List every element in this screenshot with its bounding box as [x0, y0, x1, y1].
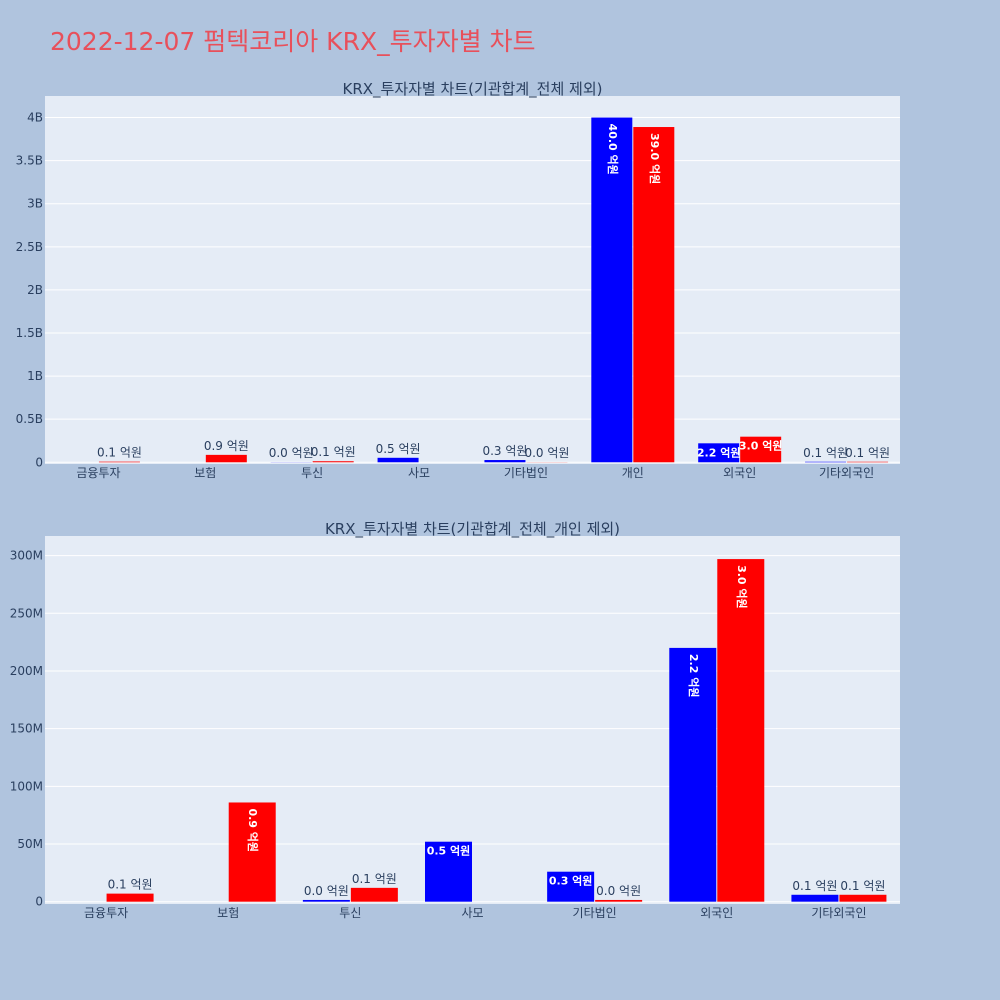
bar-data-label: 0.1 억원 [792, 879, 837, 893]
chart-title: KRX_투자자별 차트(기관합계_전체 제외) [343, 80, 603, 99]
chart-top: KRX_투자자별 차트(기관합계_전체 제외) 0 0.5B 1B 1.5B 2B 2.5B… [16, 80, 900, 480]
bar-data-label: 0.9 억원 [204, 439, 249, 453]
bar-data-label: 0.9 억원 [246, 808, 260, 852]
buy-bar [377, 457, 419, 463]
y-tick-label: 3B [27, 197, 43, 211]
x-tick-label: 금융투자 [76, 466, 120, 480]
bar-data-label: 0.0 억원 [269, 446, 314, 460]
sell-bar [633, 127, 675, 463]
bar-data-label: 0.1 억원 [108, 878, 153, 892]
y-tick-label: 2.5B [16, 240, 43, 254]
plot-area [45, 536, 900, 904]
y-tick-label: 100M [10, 779, 43, 793]
buy-bar [547, 871, 595, 902]
page-title: 2022-12-07 펌텍코리아 KRX_투자자별 차트 [50, 27, 536, 56]
sell-bar [98, 461, 140, 463]
x-tick-label: 보험 [194, 466, 216, 480]
bar-data-label: 40.0 억원 [606, 124, 620, 175]
sell-bar [847, 461, 889, 463]
bar-data-label: 39.0 억원 [648, 133, 662, 184]
buy-bar [669, 647, 717, 902]
y-tick-label: 150M [10, 722, 43, 736]
y-tick-label: 250M [10, 606, 43, 620]
bar-data-label: 0.0 억원 [524, 446, 569, 460]
x-tick-label: 기타외국인 [819, 466, 874, 480]
bar-data-label: 0.1 억원 [352, 872, 397, 886]
bar-data-label: 3.0 억원 [739, 439, 783, 453]
x-tick-label: 사모 [408, 466, 430, 480]
y-tick-label: 0.5B [16, 412, 43, 426]
y-tick-label: 0 [35, 455, 43, 469]
bar-data-label: 0.0 억원 [596, 884, 641, 898]
y-tick-label: 4B [27, 111, 43, 125]
sell-bar [205, 454, 247, 463]
x-tick-label: 사모 [461, 906, 483, 920]
bar-data-label: 2.2 억원 [687, 654, 701, 698]
buy-bar [791, 894, 839, 902]
sell-bar [839, 894, 887, 902]
bar-data-label: 3.0 억원 [735, 565, 749, 609]
y-tick-label: 200M [10, 664, 43, 678]
y-tick-label: 2B [27, 283, 43, 297]
bar-data-label: 0.1 억원 [97, 446, 142, 460]
bar-data-label: 0.3 억원 [482, 444, 527, 458]
buy-bar [302, 899, 350, 902]
y-tick-label: 50M [17, 837, 43, 851]
y-tick-label: 300M [10, 549, 43, 563]
bar-data-label: 0.1 억원 [803, 446, 848, 460]
buy-bar [805, 461, 847, 463]
bar-data-label: 0.0 억원 [304, 884, 349, 898]
x-tick-label: 개인 [622, 466, 644, 480]
buy-bar [484, 460, 526, 463]
buy-bar [591, 117, 633, 463]
x-tick-label: 투신 [301, 466, 323, 480]
sell-bar [350, 887, 398, 902]
sell-bar [106, 893, 154, 902]
sell-bar [740, 436, 782, 463]
x-tick-label: 투신 [339, 906, 361, 920]
x-tick-label: 외국인 [700, 906, 733, 920]
bar-data-label: 0.3 억원 [549, 874, 593, 888]
sell-bar [228, 802, 276, 902]
y-tick-label: 0 [35, 895, 43, 909]
x-tick-label: 기타법인 [573, 906, 617, 920]
x-tick-label: 기타법인 [504, 466, 548, 480]
chart-bottom: KRX_투자자별 차트(기관합계_전체_개인 제외) 0 50M 100M 150M 20… [10, 520, 900, 920]
sell-bar [595, 899, 643, 902]
bar-data-label: 0.5 억원 [427, 844, 471, 858]
sell-bar [312, 461, 354, 463]
bar-data-label: 0.1 억원 [845, 446, 890, 460]
bar-data-label: 0.5 억원 [376, 442, 421, 456]
chart-title: KRX_투자자별 차트(기관합계_전체_개인 제외) [325, 520, 620, 539]
buy-bar [698, 443, 740, 463]
bar-data-label: 0.1 억원 [311, 445, 356, 459]
y-tick-label: 1.5B [16, 326, 43, 340]
x-tick-label: 외국인 [723, 466, 756, 480]
plot-area [45, 96, 900, 464]
y-tick-label: 1B [27, 369, 43, 383]
y-tick-label: 3.5B [16, 154, 43, 168]
x-tick-label: 기타외국인 [811, 906, 866, 920]
bar-data-label: 0.1 억원 [840, 879, 885, 893]
x-tick-label: 보험 [217, 906, 239, 920]
bar-data-label: 2.2 억원 [697, 445, 741, 459]
buy-bar [425, 841, 472, 902]
sell-bar [717, 559, 765, 902]
x-tick-label: 금융투자 [84, 906, 128, 920]
